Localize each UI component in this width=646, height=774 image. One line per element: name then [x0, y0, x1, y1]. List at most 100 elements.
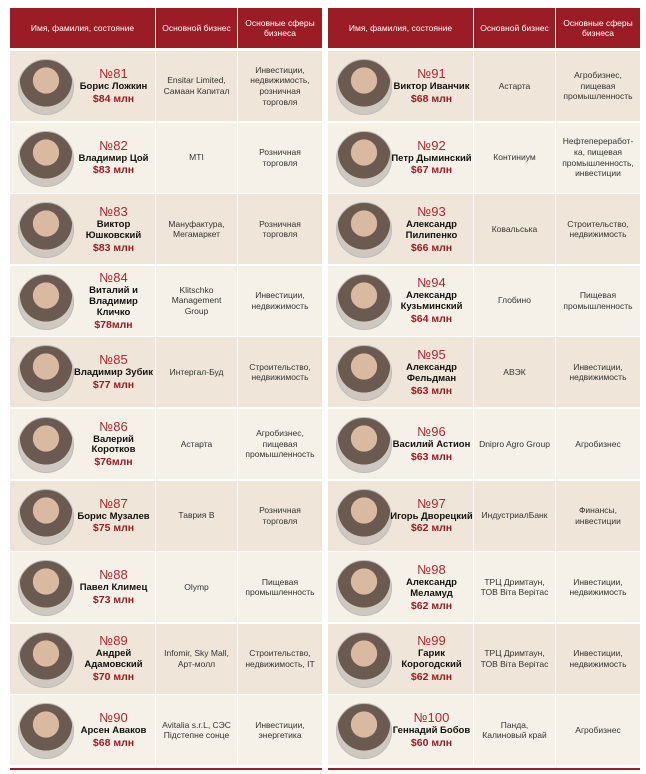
spheres-cell: Агробизнес — [555, 409, 640, 479]
wealth: $63 млн — [410, 450, 453, 463]
person-info: №96 Василий Астион $63 млн — [390, 409, 473, 479]
person-name: Геннадий Бобов — [392, 725, 471, 737]
person-info: №86 Валерий Коротков $76млн — [72, 409, 155, 479]
person-name: Андрей Адамовский — [84, 648, 143, 671]
table-row: №81 Борис Ложкин $84 млн Ensitar Limited, С… — [10, 50, 322, 121]
rank: №94 — [417, 275, 446, 291]
table: Имя, фамилия, состояние Основной бизнес Ос… — [10, 8, 322, 770]
table-row: №95 Александр Фельдман $63 млн АВЭК Инвестиц… — [328, 336, 640, 408]
rank: №92 — [417, 137, 446, 153]
table-row: №87 Борис Музалев $75 млн Таврия В Розничная… — [10, 479, 322, 551]
person-cell: №87 Борис Музалев $75 млн — [10, 481, 155, 551]
spheres-cell: Пищевая промышленность — [237, 552, 322, 623]
business-cell: ТРЦ Дримтаун, ТОВ Віта Верітас — [473, 623, 555, 694]
spheres-cell: Агробизнес, пищевая промышленность — [237, 409, 322, 479]
table-row: №98 Александр Меламуд $62 млн ТРЦ Дримтаун,… — [328, 551, 640, 623]
table-row: №93 Александр Пилипенко $66 млн Ковальська С… — [328, 193, 640, 265]
spheres-cell: Розничная торговля — [237, 194, 322, 265]
table-row: №97 Игорь Дворецкий $62 млн ИндустриалБанк Ф… — [328, 479, 640, 551]
rank: №93 — [417, 203, 446, 219]
rank: №87 — [99, 495, 128, 511]
person-name: Виктор Иванчик — [393, 80, 470, 92]
wealth: $64 млн — [410, 313, 453, 326]
business-cell: Ensitar Limited, Самаан Капитал — [155, 51, 237, 121]
wealth: $83 млн — [92, 164, 135, 177]
person-info: №89 Андрей Адамовский $70 млн — [72, 624, 155, 694]
person-cell: №96 Василий Астион $63 млн — [328, 409, 473, 479]
person-info: №95 Александр Фельдман $63 млн — [390, 337, 473, 407]
column-header: Имя, фамилия, состояние — [10, 8, 155, 48]
business-cell: Мануфактура, Мегамаркет — [155, 194, 237, 265]
person-cell: №98 Александр Меламуд $62 млн — [328, 552, 473, 622]
person-name: Петр Дыминский — [391, 152, 472, 164]
person-cell: №92 Петр Дыминский $67 млн — [328, 123, 473, 193]
table-row: №82 Владимир Цой $83 млн MTI Розничная торго… — [10, 121, 322, 193]
person-cell: №85 Владимир Зубик $77 млн — [10, 337, 155, 407]
rank: №95 — [417, 346, 446, 362]
rank: №83 — [99, 203, 128, 219]
portrait — [18, 631, 74, 688]
person-info: №91 Виктор Иванчик $68 млн — [390, 51, 473, 121]
person-info: №90 Арсен Аваков $68 млн — [72, 695, 155, 765]
spheres-cell: Инвестиции, недвижимость — [555, 552, 640, 623]
portrait — [336, 59, 392, 115]
person-cell: №95 Александр Фельдман $63 млн — [328, 337, 473, 407]
wealth: $63 млн — [410, 384, 453, 397]
person-name: Василий Астион — [392, 438, 471, 450]
person-cell: №90 Арсен Аваков $68 млн — [10, 695, 155, 765]
person-info: №93 Александр Пилипенко $66 млн — [390, 194, 473, 264]
portrait — [336, 488, 392, 545]
wealth: $78млн — [94, 318, 133, 331]
person-cell: №93 Александр Пилипенко $66 млн — [328, 194, 473, 264]
portrait — [18, 130, 74, 187]
wealth: $62 млн — [410, 599, 453, 612]
person-name: Павел Климец — [79, 582, 148, 594]
table-row: №84 Виталий и Владимир Кличко $78млн Klitsc… — [10, 264, 322, 336]
spheres-cell: Пищевая промышленность — [555, 265, 640, 336]
portrait — [336, 202, 392, 259]
spheres-cell: Строительство, недвижимость — [555, 194, 640, 265]
person-name: Борис Ложкин — [79, 80, 148, 92]
person-name: Борис Музалев — [77, 510, 150, 522]
person-info: №100 Геннадий Бобов $60 млн — [390, 695, 473, 765]
business-cell: Панда, Калиновый край — [473, 695, 555, 766]
business-cell: ТРЦ Дримтаун, ТОВ Віта Верітас — [473, 552, 555, 623]
person-cell: №97 Игорь Дворецкий $62 млн — [328, 481, 473, 551]
table-row: №100 Геннадий Бобов $60 млн Панда, Калиновы… — [328, 694, 640, 766]
portrait — [18, 59, 74, 115]
table-row: №91 Виктор Иванчик $68 млн Астарта Агробизне… — [328, 50, 640, 121]
person-info: №87 Борис Музалев $75 млн — [72, 481, 155, 551]
portrait — [336, 417, 392, 473]
person-info: №81 Борис Ложкин $84 млн — [72, 51, 155, 121]
person-cell: №84 Виталий и Владимир Кличко $78млн — [10, 266, 155, 336]
person-name: Александр Фельдман — [406, 361, 457, 384]
person-info: №98 Александр Меламуд $62 млн — [390, 552, 473, 622]
person-name: Игорь Дворецкий — [390, 510, 473, 522]
person-name: Александр Кузьминский — [400, 290, 463, 313]
table-row: №85 Владимир Зубик $77 млн Интергал-Буд Стро… — [10, 336, 322, 408]
business-cell: Infomir, Sky Mall, Арт-молл — [155, 623, 237, 694]
wealth: $68 млн — [92, 737, 135, 750]
business-cell: Avitalia s.r.L, СЭС Підстепне сонце — [155, 695, 237, 766]
spheres-cell: Инвестиции, недвижимость — [555, 623, 640, 694]
portrait — [18, 345, 74, 402]
rank: №81 — [99, 66, 128, 82]
person-cell: №82 Владимир Цой $83 млн — [10, 123, 155, 193]
wealth: $76млн — [94, 456, 133, 469]
portrait — [336, 631, 392, 688]
portrait — [336, 703, 392, 760]
spheres-cell: Агробизнес — [555, 695, 640, 766]
person-name: Владимир Зубик — [73, 367, 154, 379]
business-cell: Астарта — [155, 409, 237, 479]
portrait — [18, 417, 74, 473]
business-cell: ИндустриалБанк — [473, 480, 555, 551]
rank: №90 — [99, 710, 128, 726]
business-cell: АВЭК — [473, 337, 555, 408]
person-info: №94 Александр Кузьминский $64 млн — [390, 266, 473, 336]
person-name: Александр Пилипенко — [405, 218, 458, 241]
business-cell: Таврия В — [155, 480, 237, 551]
table-row: №96 Василий Астион $63 млн Dnipro Agro Grou… — [328, 408, 640, 479]
person-name: Виктор Юшковский — [85, 218, 142, 241]
spheres-cell: Строительство, недвижимость — [237, 337, 322, 408]
